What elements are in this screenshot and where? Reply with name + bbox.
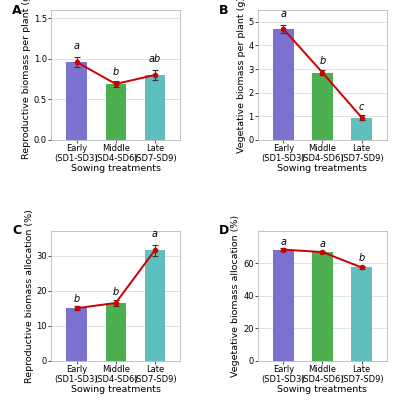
Text: b: b: [73, 294, 80, 304]
Bar: [145, 250, 165, 361]
Bar: [66, 308, 87, 361]
Y-axis label: Reproductive biomass allocation (%): Reproductive biomass allocation (%): [24, 209, 33, 383]
Y-axis label: Vegetative biomass per plant (g): Vegetative biomass per plant (g): [237, 0, 246, 153]
Bar: [66, 62, 87, 140]
Text: b: b: [112, 287, 119, 297]
Bar: [145, 75, 165, 140]
Text: a: a: [280, 10, 286, 20]
Bar: [351, 117, 372, 140]
Bar: [351, 267, 372, 361]
X-axis label: Sowing treatments: Sowing treatments: [71, 385, 161, 394]
X-axis label: Sowing treatments: Sowing treatments: [277, 385, 367, 394]
Text: b: b: [320, 57, 326, 67]
Text: C: C: [12, 225, 22, 237]
X-axis label: Sowing treatments: Sowing treatments: [71, 164, 161, 173]
X-axis label: Sowing treatments: Sowing treatments: [277, 164, 367, 173]
Bar: [273, 29, 294, 140]
Bar: [312, 252, 332, 361]
Text: a: a: [73, 41, 79, 51]
Text: D: D: [219, 225, 230, 237]
Text: a: a: [320, 239, 325, 249]
Text: b: b: [358, 253, 365, 263]
Y-axis label: Vegetative biomass allocation (%): Vegetative biomass allocation (%): [231, 215, 240, 377]
Text: a: a: [280, 237, 286, 247]
Text: ab: ab: [149, 55, 161, 65]
Text: a: a: [152, 229, 158, 239]
Bar: [106, 303, 126, 361]
Bar: [273, 250, 294, 361]
Text: c: c: [359, 102, 364, 112]
Y-axis label: Reproductive biomass per plant (g): Reproductive biomass per plant (g): [22, 0, 31, 159]
Bar: [312, 73, 332, 140]
Bar: [106, 84, 126, 140]
Text: b: b: [112, 67, 119, 77]
Text: A: A: [12, 4, 22, 16]
Text: B: B: [219, 4, 229, 16]
